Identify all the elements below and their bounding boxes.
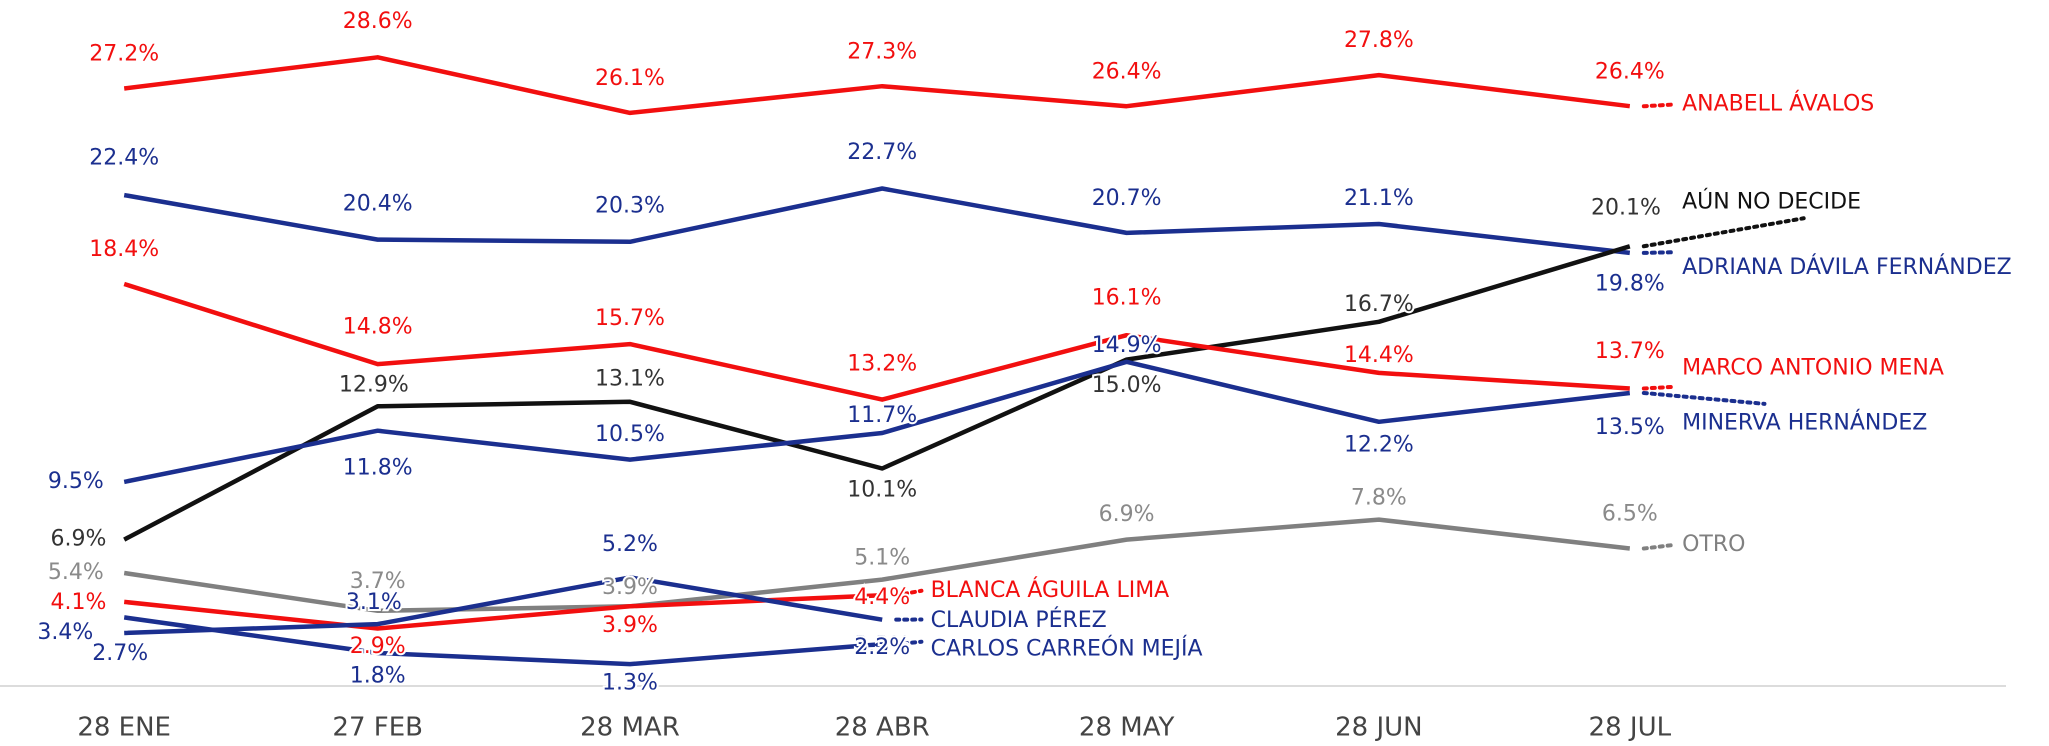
series-line [123,517,1631,614]
series-name: CLAUDIA PÉREZ [931,607,1107,633]
leader-dots [1641,384,1675,391]
leader-dots [894,588,924,598]
value-label: 14.4% [1344,343,1414,368]
value-label: 14.8% [343,314,413,339]
series-line [123,359,1631,485]
x-tick-label: 28 ENE [77,713,171,743]
x-tick-label: 28 ABR [835,713,930,743]
series-name: CARLOS CARREÓN MEJÍA [931,636,1203,662]
value-label: 20.3% [595,194,665,219]
value-label: 2.2% [854,635,910,660]
leader-dots [1641,102,1675,109]
value-label: 7.8% [1351,486,1407,511]
value-label: 3.1% [346,590,402,615]
value-label: 15.7% [595,306,665,331]
value-label: 27.8% [1344,28,1414,53]
value-label: 6.5% [1602,502,1658,527]
value-label: 5.2% [602,532,658,557]
series-line [124,575,883,636]
value-label: 20.1% [1591,195,1661,220]
x-tick-label: 28 MAR [580,713,680,743]
x-tick-label: 28 JUN [1335,713,1423,743]
value-label: 18.4% [89,237,159,262]
value-label: 13.5% [1595,415,1665,440]
series-line [123,281,1630,402]
value-label: 20.4% [343,191,413,216]
series-name: ANABELL ÁVALOS [1682,91,1874,117]
value-label: 6.9% [50,527,106,552]
value-label: 13.1% [595,367,665,392]
value-label: 26.1% [595,66,665,91]
value-label: 12.2% [1344,432,1414,457]
value-label: 28.6% [343,9,413,34]
value-label: 4.4% [854,585,910,610]
leader-dots [1641,216,1806,249]
series-name: MINERVA HERNÁNDEZ [1682,409,1927,435]
series-name: OTRO [1682,532,1745,557]
leader-dots [1641,250,1675,255]
value-label: 3.9% [602,575,658,600]
series-name: BLANCA ÁGUILA LIMA [931,577,1170,603]
value-label: 20.7% [1092,186,1162,211]
value-label: 3.9% [602,613,658,638]
value-label: 6.9% [1099,502,1155,527]
value-label: 1.3% [602,671,658,696]
series-line [123,244,1631,542]
value-label: 4.1% [50,590,106,615]
value-label: 19.8% [1595,271,1665,296]
value-label: 11.8% [343,456,413,481]
x-tick-label: 28 JUL [1589,713,1672,743]
value-label: 13.7% [1595,339,1665,364]
value-label: 10.1% [847,478,917,503]
value-label: 27.3% [847,39,917,64]
series-line [123,186,1631,256]
value-label: 14.9% [1092,333,1162,358]
series-line [123,55,1631,116]
series-name: MARCO ANTONIO MENA [1682,356,1944,381]
value-label: 12.9% [339,372,409,397]
series-name: AÚN NO DECIDE [1682,189,1861,215]
value-label: 2.9% [350,634,406,659]
value-label: 10.5% [595,422,665,447]
leader-dots [1641,390,1767,406]
value-label: 1.8% [350,664,406,689]
value-label: 16.7% [1344,292,1414,317]
value-label: 26.4% [1595,59,1665,84]
value-label: 9.5% [48,469,104,494]
value-label: 22.7% [847,140,917,165]
value-label: 13.2% [847,351,917,376]
value-label: 15.0% [1092,373,1162,398]
value-label: 21.1% [1344,186,1414,211]
value-label: 3.3% [854,633,910,658]
value-label: 16.1% [1092,286,1162,311]
value-label: 3.7% [350,569,406,594]
value-label: 3.4% [37,620,93,645]
series-name: ADRIANA DÁVILA FERNÁNDEZ [1682,254,2012,280]
x-tick-label: 27 FEB [332,713,423,743]
value-label: 5.4% [48,560,104,585]
series-line [123,615,883,667]
value-label: 22.4% [89,146,159,171]
leader-dots [894,639,924,647]
value-label: 11.7% [847,403,917,428]
value-label: 26.4% [1092,59,1162,84]
value-label: 5.1% [854,546,910,571]
leader-dots [1641,543,1675,551]
value-label: 2.7% [92,641,148,666]
value-label: 27.2% [89,41,159,66]
x-tick-label: 28 MAY [1079,713,1175,743]
